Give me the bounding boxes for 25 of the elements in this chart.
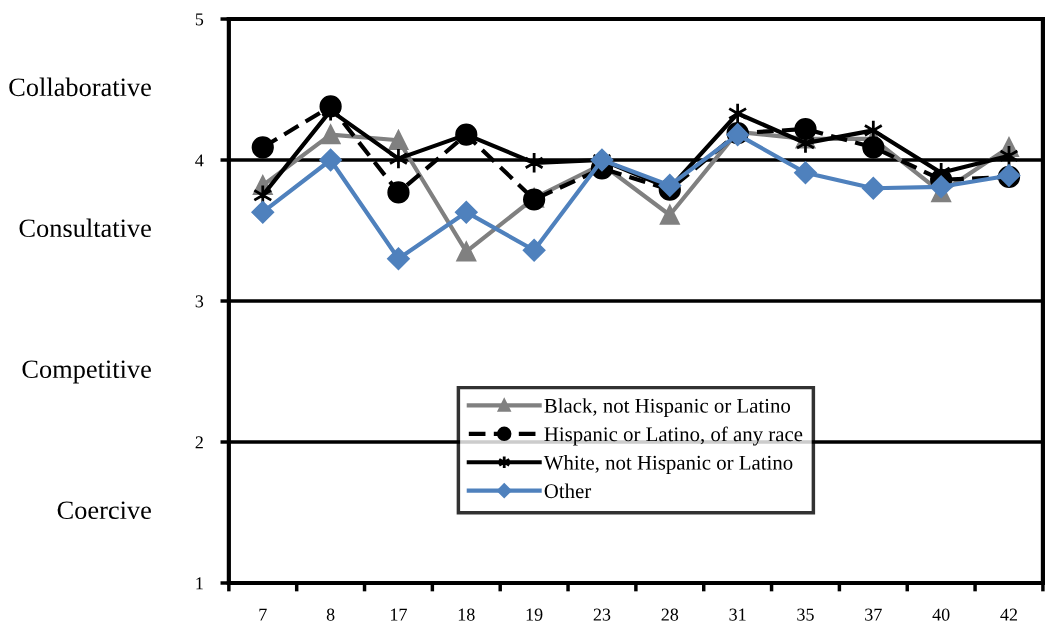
x-tick-label: 23 xyxy=(593,608,611,621)
x-tick-label: 7 xyxy=(259,608,267,621)
y-tick-label: 4 xyxy=(195,154,204,167)
legend-label: White, not Hispanic or Latino xyxy=(543,455,793,474)
y-tick-label: 5 xyxy=(195,13,204,26)
x-tick-label: 18 xyxy=(458,608,475,621)
y-tick-label: 1 xyxy=(196,577,203,590)
text: Competitive xyxy=(22,360,151,384)
legend-label: Black, not Hispanic or Latino xyxy=(544,398,791,418)
legend-label: Other xyxy=(544,483,592,499)
y-tick-label: 2 xyxy=(195,436,203,449)
x-tick-label: 17 xyxy=(391,608,407,621)
y-tick-label: 3 xyxy=(195,295,204,308)
x-tick-label: 8 xyxy=(326,608,335,621)
x-tick-label: 31 xyxy=(729,608,746,621)
text: Coercive xyxy=(57,501,151,520)
text: Collaborative xyxy=(9,77,151,97)
x-tick-label: 19 xyxy=(526,608,543,621)
x-tick-label: 28 xyxy=(661,608,679,621)
text: Consultative xyxy=(19,218,151,238)
x-tick-label: 40 xyxy=(932,608,950,621)
x-tick-label: 37 xyxy=(865,608,882,621)
x-tick-label: 35 xyxy=(797,608,814,621)
legend-label: Hispanic or Latino, of any race xyxy=(544,426,803,446)
x-tick-label: 42 xyxy=(1000,608,1018,621)
